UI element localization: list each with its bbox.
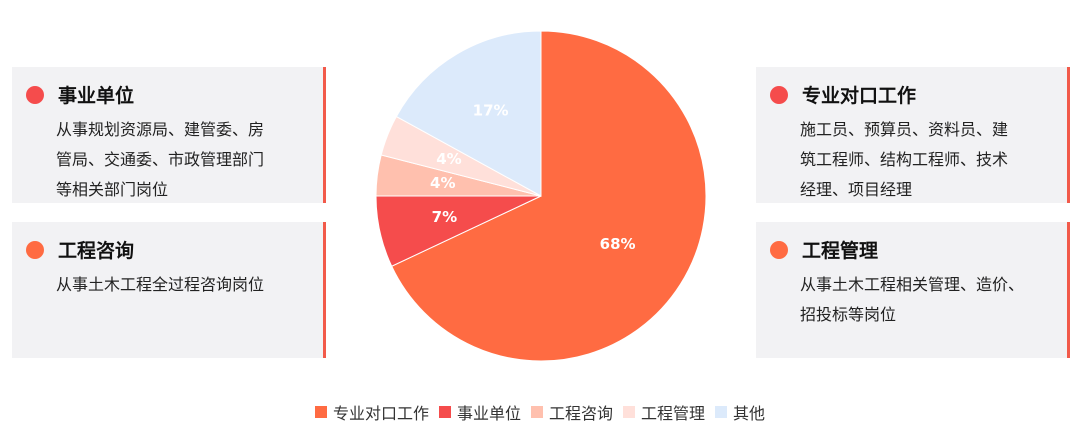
card-engineering-management: 工程管理 从事土木工程相关管理、造价、 招投标等岗位 <box>756 222 1070 358</box>
bullet-dot-icon <box>26 85 44 104</box>
legend-swatch <box>530 406 543 418</box>
card-title: 专业对口工作 <box>802 85 917 107</box>
card-line: 经理、项目经理 <box>800 180 913 199</box>
legend-item[interactable]: 工程管理 <box>623 400 705 424</box>
card-description: 施工员、预算员、资料员、建 筑工程师、结构工程师、技术 经理、项目经理 <box>800 115 1057 205</box>
legend-label: 专业对口工作 <box>332 404 429 423</box>
card-description: 从事土木工程全过程咨询岗位 <box>56 270 313 300</box>
card-description: 从事土木工程相关管理、造价、 招投标等岗位 <box>800 270 1057 330</box>
slice-data-label: 4% <box>430 174 455 192</box>
card-title: 事业单位 <box>58 85 135 107</box>
legend-swatch <box>623 406 635 418</box>
legend-label: 工程管理 <box>641 404 706 423</box>
legend-swatch <box>715 406 728 418</box>
card-line: 招投标等岗位 <box>800 305 897 324</box>
slice-professional-work[interactable] <box>391 30 707 362</box>
bullet-dot-icon <box>770 240 788 259</box>
slice-data-label: 7% <box>432 208 457 226</box>
card-description: 从事规划资源局、建管委、房 管局、交通委、市政管理部门 等相关部门岗位 <box>56 115 313 205</box>
card-header: 事业单位 <box>26 81 134 108</box>
legend-item[interactable]: 其他 <box>715 400 765 424</box>
card-header: 专业对口工作 <box>770 81 916 108</box>
legend-swatch <box>438 406 451 418</box>
slice-data-label: 68% <box>600 235 636 253</box>
legend-swatch <box>314 406 327 418</box>
legend-item[interactable]: 工程咨询 <box>530 400 613 424</box>
card-line: 管局、交通委、市政管理部门 <box>56 150 265 169</box>
card-public-institution: 事业单位 从事规划资源局、建管委、房 管局、交通委、市政管理部门 等相关部门岗位 <box>12 67 326 203</box>
card-line: 从事土木工程相关管理、造价、 <box>800 275 1025 294</box>
legend-label: 其他 <box>733 404 766 423</box>
legend-item[interactable]: 事业单位 <box>438 400 521 424</box>
slice-data-label: 4% <box>436 150 461 168</box>
card-professional-work: 专业对口工作 施工员、预算员、资料员、建 筑工程师、结构工程师、技术 经理、项目… <box>756 67 1070 203</box>
chart-legend: 专业对口工作 事业单位 工程咨询 工程管理 其他 <box>0 400 1080 424</box>
slice-other[interactable] <box>395 30 542 197</box>
card-header: 工程管理 <box>770 236 878 263</box>
legend-label: 工程咨询 <box>548 404 613 423</box>
card-line: 施工员、预算员、资料员、建 <box>800 120 1009 139</box>
card-line: 从事规划资源局、建管委、房 <box>56 120 265 139</box>
card-header: 工程咨询 <box>26 236 134 263</box>
card-engineering-consulting: 工程咨询 从事土木工程全过程咨询岗位 <box>12 222 326 358</box>
bullet-dot-icon <box>770 85 788 104</box>
slice-data-label: 17% <box>473 101 509 119</box>
card-line: 等相关部门岗位 <box>56 180 169 199</box>
legend-label: 事业单位 <box>456 404 521 423</box>
card-line: 从事土木工程全过程咨询岗位 <box>56 275 265 294</box>
card-title: 工程咨询 <box>58 240 135 262</box>
bullet-dot-icon <box>26 240 44 259</box>
card-line: 筑工程师、结构工程师、技术 <box>800 150 1009 169</box>
card-title: 工程管理 <box>802 240 879 262</box>
legend-item[interactable]: 专业对口工作 <box>314 400 429 424</box>
